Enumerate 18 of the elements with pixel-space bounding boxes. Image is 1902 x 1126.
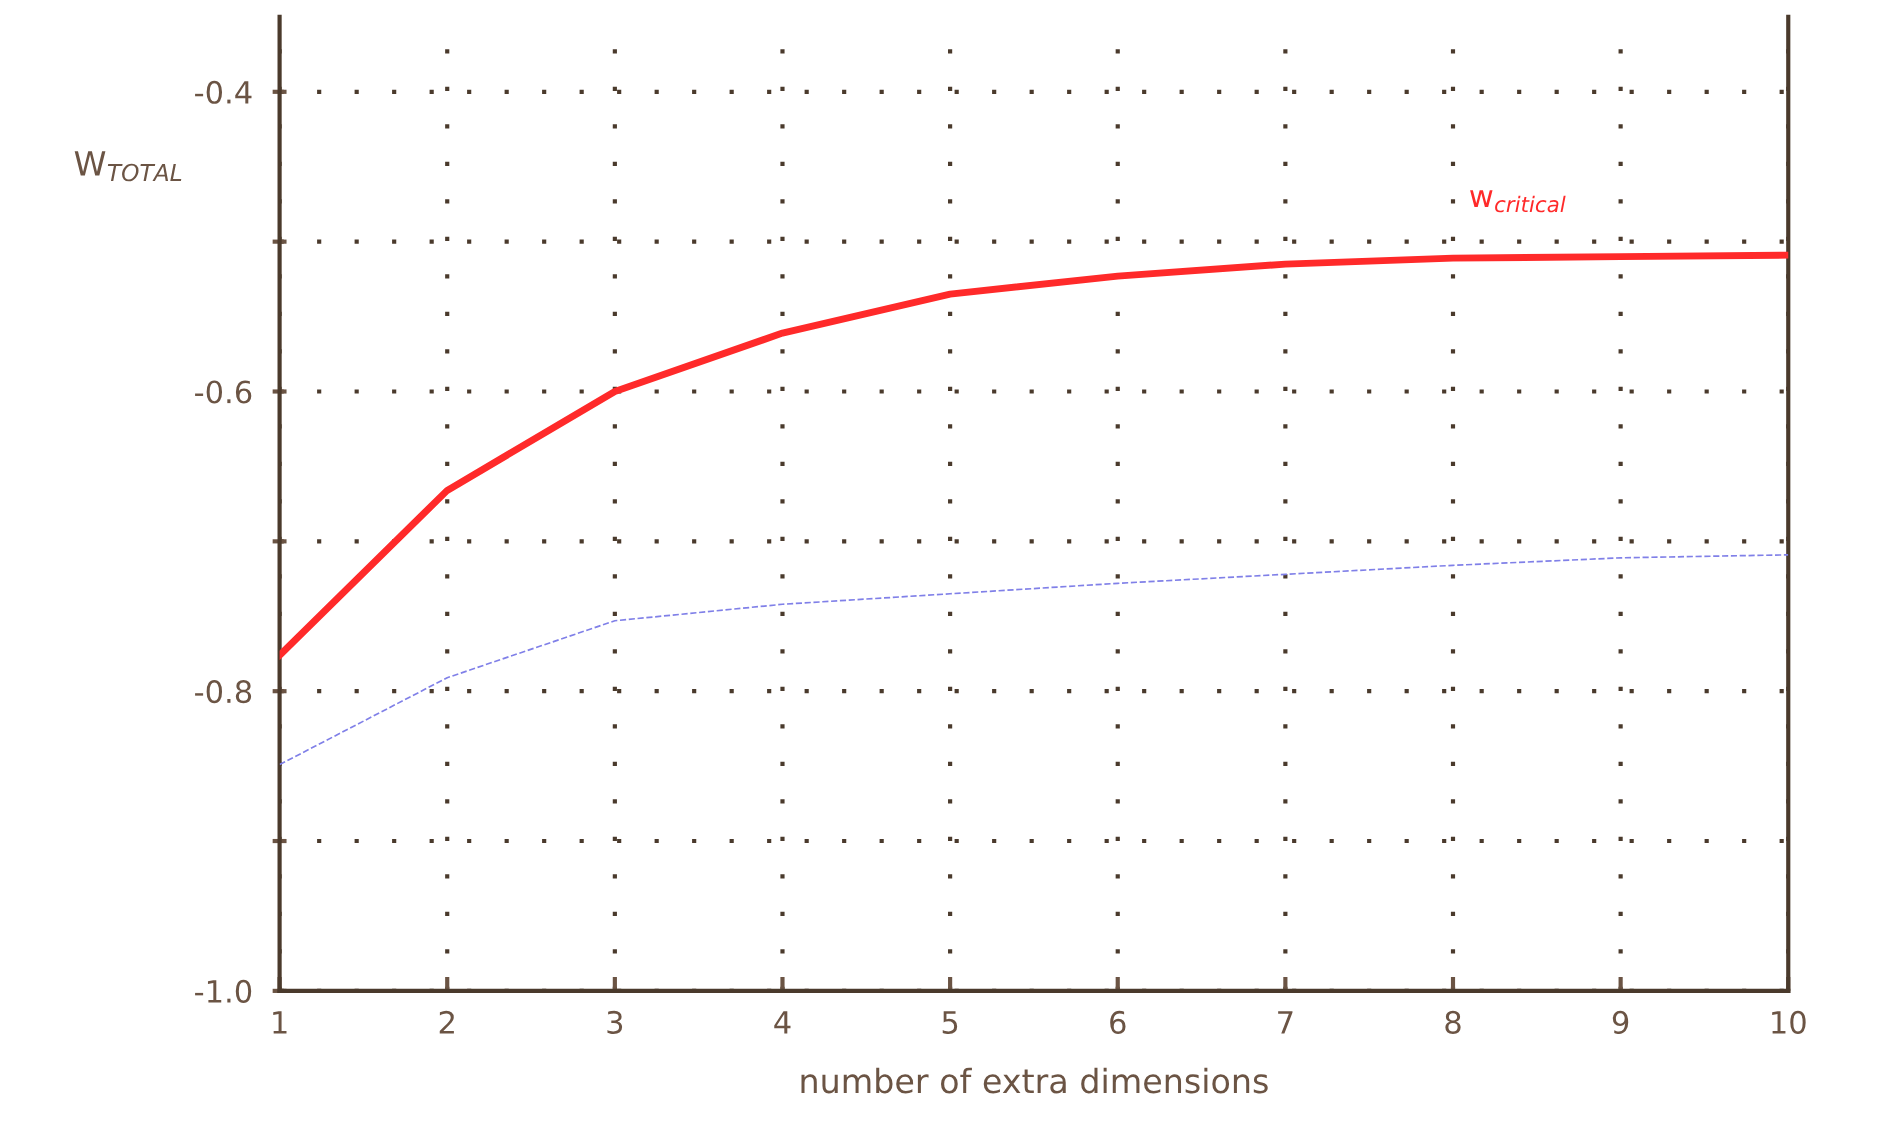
x-tick-label: 5 xyxy=(942,1011,958,1034)
x-tick-label: 4 xyxy=(774,1011,791,1034)
y-tick-label: -0.4 xyxy=(195,80,252,104)
y-tick-label: -1.0 xyxy=(195,979,252,1003)
x-tick-label: 6 xyxy=(1110,1010,1126,1034)
x-tick-label: 10 xyxy=(1772,1010,1806,1034)
x-tick-label: 3 xyxy=(607,1010,623,1034)
x-tick-label: 1 xyxy=(273,1011,287,1034)
x-tick-label: 9 xyxy=(1612,1010,1629,1034)
x-tick-label: 8 xyxy=(1445,1010,1461,1034)
x-tick-label: 7 xyxy=(1278,1011,1293,1034)
x-axis-title: number of extra dimensions xyxy=(801,1067,1268,1094)
y-tick-label: -0.6 xyxy=(195,380,252,404)
y-tick-label: -0.8 xyxy=(195,680,252,704)
y-axis-title: W$_{TOTAL}$ xyxy=(74,151,182,182)
series-label: w$_{critical}$ xyxy=(1470,190,1566,213)
line-series xyxy=(279,553,1789,766)
x-tick-label: 2 xyxy=(439,1010,454,1034)
